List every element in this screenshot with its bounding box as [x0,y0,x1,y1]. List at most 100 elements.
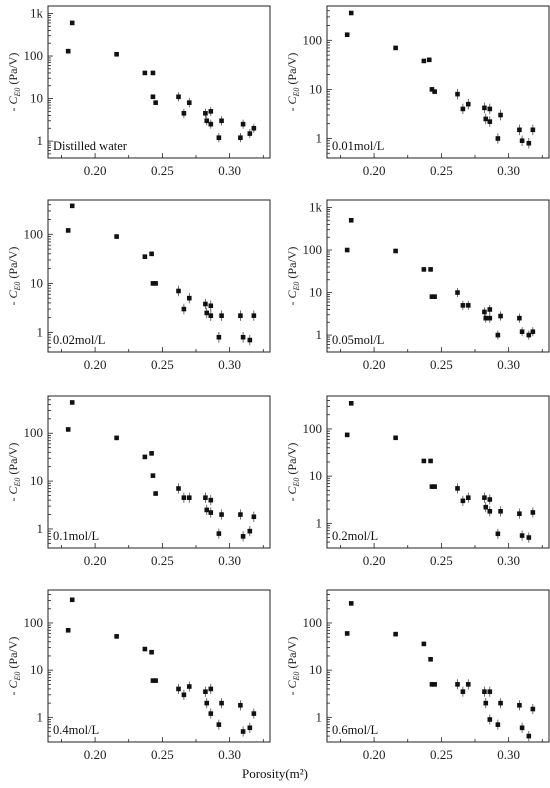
data-point [482,689,487,694]
data-point [428,267,433,272]
data-point [498,700,503,706]
data-point [421,267,427,272]
y-tick-label: 1 [316,709,323,724]
plot-frame [47,589,271,743]
data-point [186,100,192,105]
x-tick-label: 0.20 [84,357,107,372]
data-point [429,682,435,687]
x-tick-label: 0.30 [497,357,520,372]
y-tick-label: 10 [309,662,322,677]
data-point [428,458,433,464]
data-point [181,692,187,698]
data-point [519,138,525,144]
data-point [426,57,432,63]
data-point [150,281,156,286]
data-point [150,94,156,100]
data-point [219,313,224,318]
x-tick-label: 0.20 [84,747,107,762]
data-point [460,303,466,308]
data-point [344,32,350,38]
x-tick-label: 0.25 [430,747,453,762]
y-tick-label: 1 [316,327,323,342]
data-point [176,486,181,491]
data-point [517,315,522,321]
data-point [495,136,501,141]
plot-frame [47,5,271,159]
y-axis-label: - CE0 (Pa/V) [6,247,22,306]
data-point [348,217,354,223]
data-point [460,689,466,694]
data-point [208,313,214,318]
y-axis-label: - CE0 (Pa/V) [285,53,301,112]
data-point [251,514,257,520]
data-point [219,118,224,124]
x-tick-label: 0.30 [218,163,241,178]
data-point [69,400,75,405]
data-point [482,495,487,500]
x-tick-label: 0.25 [430,163,453,178]
plot-frame [326,395,550,549]
data-point [432,484,437,489]
data-point [429,87,435,92]
data-point [495,531,501,537]
data-point [393,631,398,637]
y-tick-label: 100 [24,615,44,630]
data-point [530,706,536,712]
data-point [181,495,187,500]
data-point [208,510,214,515]
data-point [216,334,222,340]
data-point [483,504,489,510]
chart-panel: 1 10 100 0.20 0.25 0.30 - CE0 (Pa/V) 0.6mol/L [285,589,550,762]
data-point [65,48,71,54]
data-point [186,295,192,301]
condition-label: 0.1mol/L [53,529,99,543]
x-tick-label: 0.30 [497,747,520,762]
data-point [526,733,532,739]
y-tick-label: 1 [37,709,44,724]
data-point [176,686,181,692]
data-point [149,251,154,257]
y-tick-label: 1 [37,133,44,148]
x-axis-title: Porosity(m²) [241,766,308,781]
condition-label: 0.4mol/L [53,723,99,737]
data-point [114,234,119,239]
condition-label: 0.05mol/L [332,333,384,347]
data-point [240,729,246,734]
data-point [238,702,243,708]
y-tick-label: 10 [309,468,322,483]
data-point [455,486,460,491]
data-point [208,711,214,716]
data-point [421,641,427,647]
data-point [238,512,243,517]
data-point [142,646,148,652]
y-tick-label: 1 [316,515,323,530]
x-tick-label: 0.30 [497,163,520,178]
y-tick-label: 10 [30,275,43,290]
data-point [142,254,148,259]
data-point [240,534,246,539]
x-tick-label: 0.20 [363,357,386,372]
data-point [455,91,460,97]
data-point [149,649,154,655]
data-point [465,303,471,308]
data-point [219,512,224,517]
data-point [483,315,489,321]
data-point [247,131,253,136]
data-point [344,247,350,253]
condition-label: Distilled water [53,139,128,153]
x-tick-label: 0.30 [218,553,241,568]
data-point [216,135,222,141]
data-point [65,627,71,633]
y-tick-label: 10 [309,81,322,96]
x-tick-label: 0.20 [84,553,107,568]
y-tick-label: 10 [309,285,322,300]
data-point [153,678,158,683]
data-point [251,711,257,716]
y-tick-label: 10 [30,91,43,106]
chart-panel: 1 10 100 0.20 0.25 0.30 - CE0 (Pa/V) 0.4mol/L [6,589,271,762]
data-point [216,722,222,727]
chart-panel: 1 10 100 1k 0.20 0.25 0.30 - CE0 (Pa/V) 0.05mol/… [285,199,550,372]
plot-frame [326,199,550,353]
data-point [150,473,156,478]
data-point [460,498,466,504]
